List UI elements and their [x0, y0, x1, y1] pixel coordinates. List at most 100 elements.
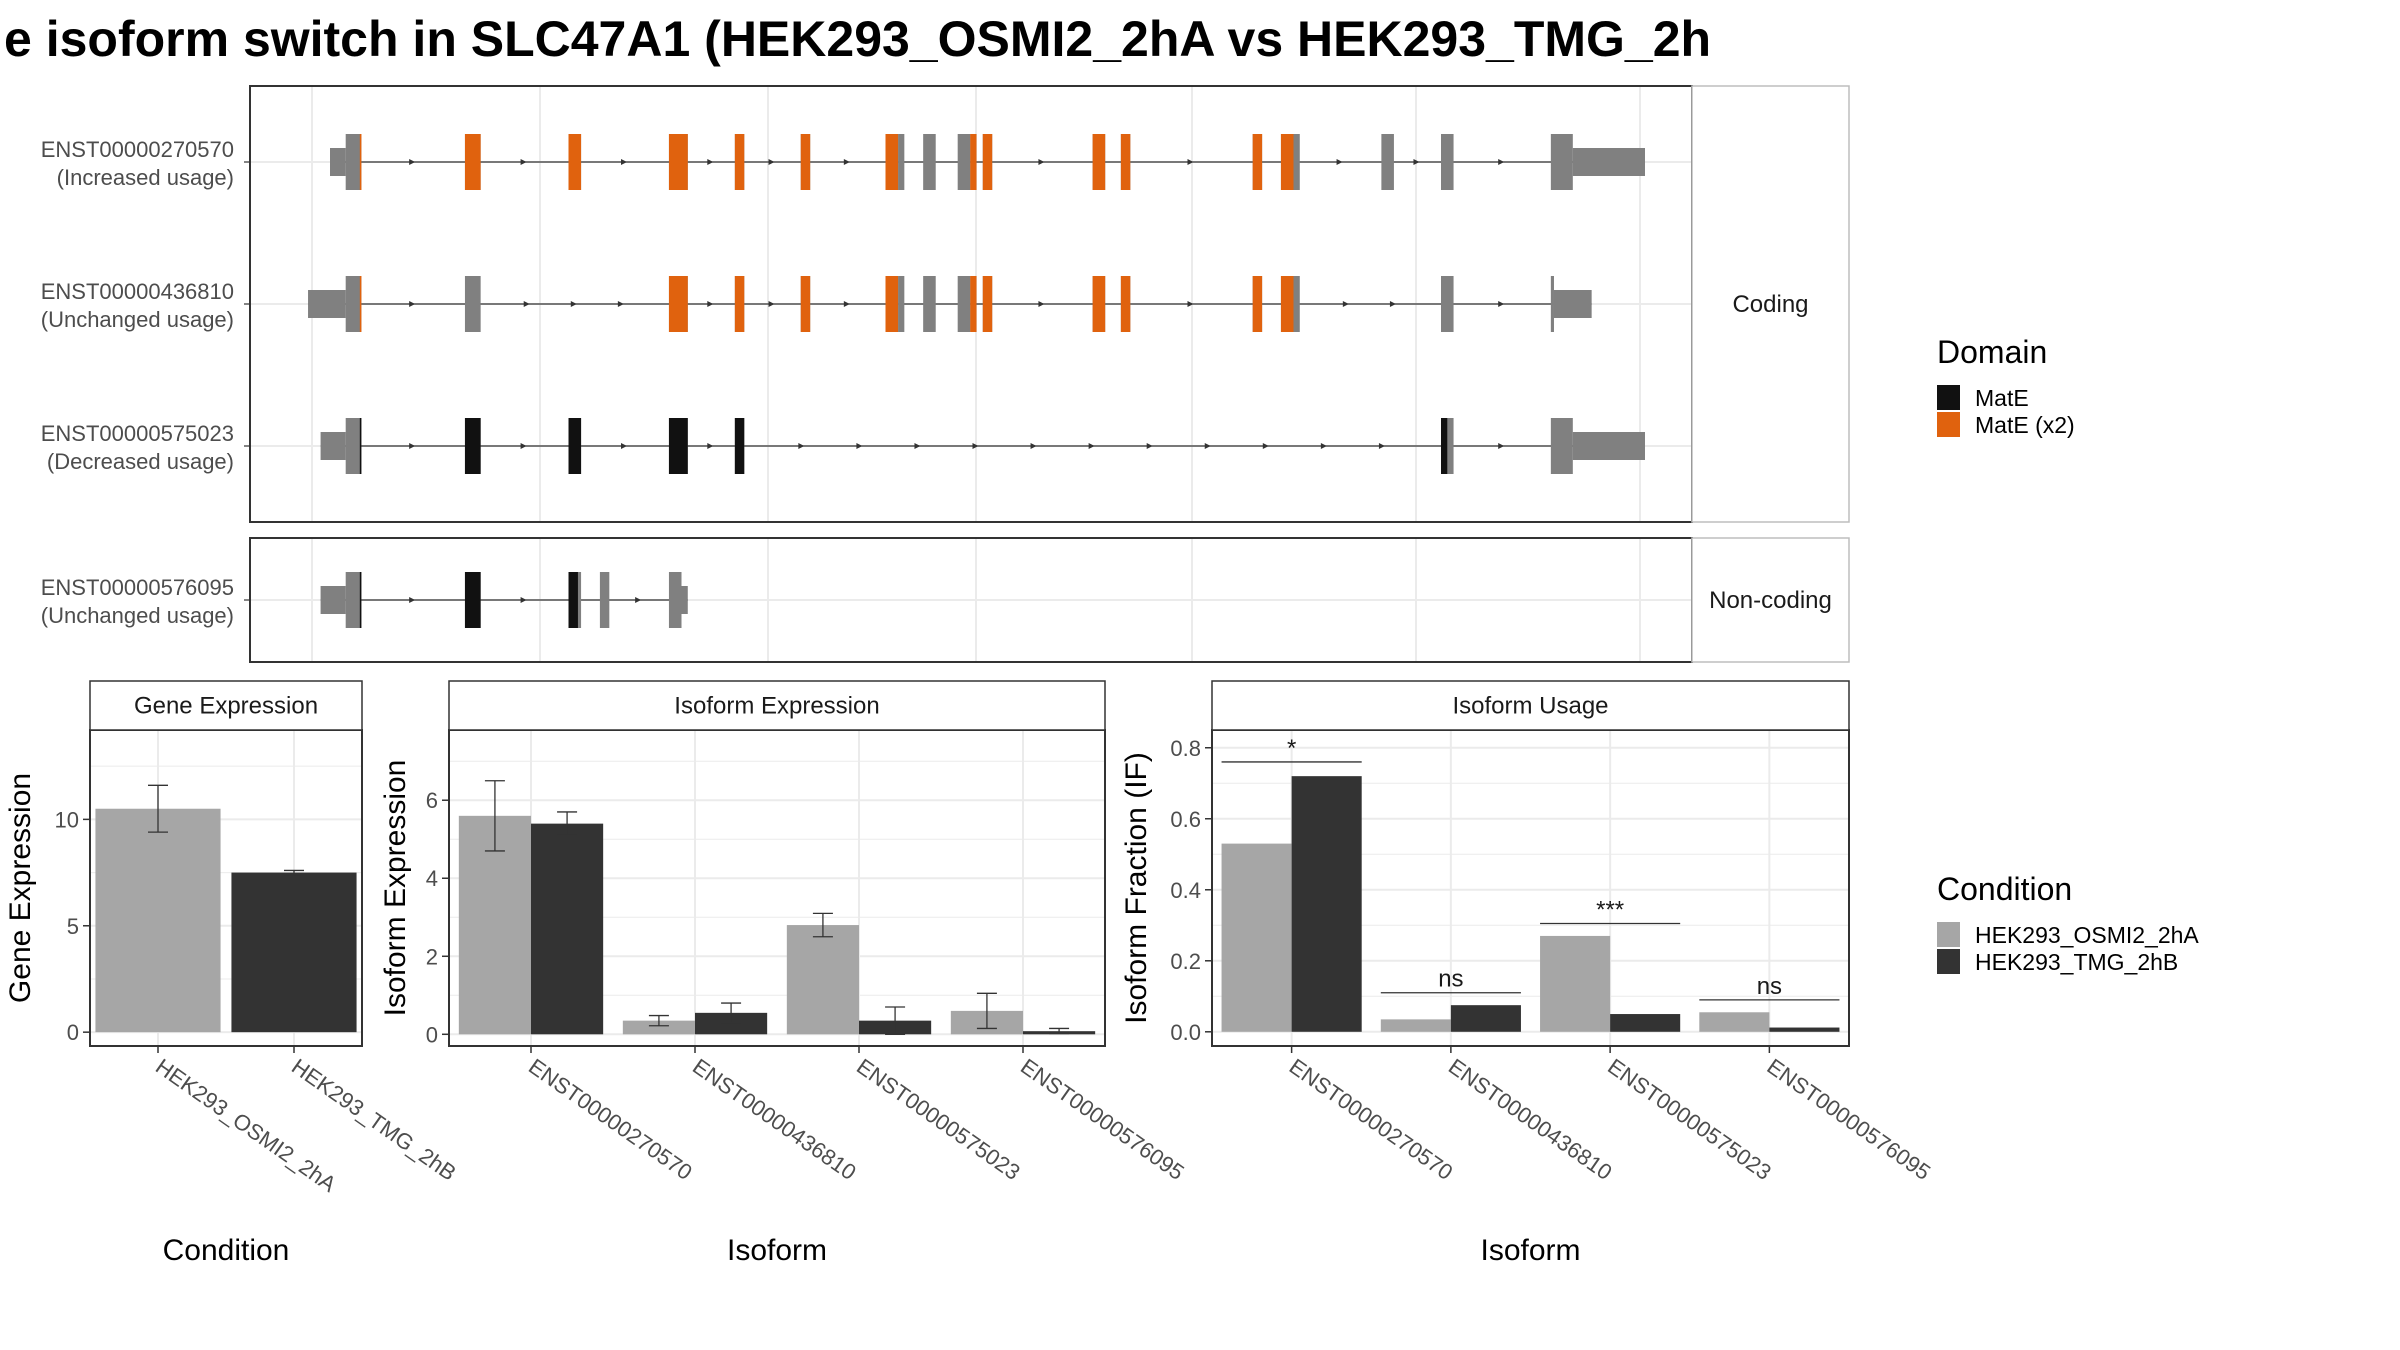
coding-exon — [923, 134, 936, 190]
y-axis-label: Isoform Fraction (IF) — [1120, 752, 1153, 1024]
mate-x2-domain — [464, 134, 481, 190]
bar-HEK293_TMG_2hB-ENST00000270570 — [531, 823, 604, 1035]
x-tick-label: ENST00000576095 — [1016, 1054, 1189, 1185]
intron-arrow — [409, 159, 416, 165]
transcript-ENST00000575023: ENST00000575023 (Decreased usage) — [41, 418, 1645, 474]
mate-domain — [464, 572, 481, 628]
y-tick-label: 0.4 — [1170, 878, 1201, 903]
facet-strip-label: Non-coding — [1709, 587, 1832, 614]
x-axis-label: Condition — [163, 1234, 290, 1267]
intron-arrow — [1389, 301, 1396, 307]
bar-HEK293_OSMI2_2hA-ENST00000270570 — [1221, 843, 1292, 1032]
bar-HEK293_TMG_2hB — [231, 872, 357, 1033]
intron-arrow — [768, 159, 775, 165]
coding-exon — [345, 572, 362, 628]
intron-arrow — [1498, 159, 1505, 165]
x-tick-label: ENST00000436810 — [1444, 1054, 1617, 1185]
significance-label: *** — [1596, 897, 1624, 924]
intron-arrow — [520, 443, 527, 449]
intron-arrow — [1498, 301, 1505, 307]
intron-arrow — [1038, 301, 1045, 307]
intron-arrow — [707, 301, 714, 307]
significance-label: ns — [1757, 973, 1782, 1000]
coding-exon — [898, 276, 905, 332]
y-tick-label: 0 — [426, 1022, 438, 1047]
transcript-id-label: ENST00000575023 — [41, 421, 234, 446]
coding-exon — [898, 134, 905, 190]
intron-arrow — [972, 443, 979, 449]
intron-arrow — [523, 301, 530, 307]
transcript-ENST00000270570: ENST00000270570 (Increased usage) — [41, 134, 1645, 190]
legend-title: Condition — [1937, 871, 2072, 907]
intron-arrow — [1320, 443, 1327, 449]
intron-arrow — [1187, 159, 1194, 165]
transcript-usage-label: (Unchanged usage) — [41, 603, 234, 628]
intron-arrow — [1038, 159, 1045, 165]
intron-arrow — [843, 159, 850, 165]
intron-arrow — [768, 301, 775, 307]
structure-panel-non-coding: ENST00000576095 (Unchanged usage) Non-codi… — [41, 537, 1850, 663]
utr-exon — [320, 432, 346, 460]
intron-arrow — [1204, 443, 1211, 449]
y-tick-label: 6 — [426, 788, 438, 813]
mate-x2-domain — [1120, 134, 1131, 190]
intron-arrow — [635, 597, 642, 603]
chart-isoform-usage: * ns *** ns Isoform Usage 0.0 0.2 0.4 0.6 0.8 ENST… — [1120, 680, 1935, 1267]
mate-x2-domain — [800, 134, 811, 190]
chart-title: Isoform Usage — [1452, 693, 1608, 720]
y-axis-label: Isoform Expression — [379, 760, 412, 1017]
mate-x2-domain — [970, 134, 977, 190]
mate-x2-domain — [734, 134, 745, 190]
bar-HEK293_TMG_2hB-ENST00000436810 — [1450, 1005, 1521, 1032]
y-tick-label: 4 — [426, 866, 438, 891]
utr-exon — [1572, 432, 1645, 460]
facet-strip — [1691, 85, 1850, 523]
mate-x2-domain — [1280, 276, 1294, 332]
mate-x2-domain — [734, 276, 745, 332]
intron-arrow — [1187, 301, 1194, 307]
y-tick-label: 2 — [426, 944, 438, 969]
utr-exon — [308, 290, 346, 318]
intron-arrow — [409, 443, 416, 449]
legend-swatch — [1937, 949, 1960, 974]
mate-x2-domain — [568, 134, 582, 190]
mate-x2-domain — [982, 134, 993, 190]
bar-HEK293_OSMI2_2hA-ENST00000575023 — [1540, 935, 1611, 1032]
y-tick-label: 0.8 — [1170, 736, 1201, 761]
bar-HEK293_OSMI2_2hA-ENST00000436810 — [622, 1020, 695, 1035]
chart-title: Isoform Expression — [674, 693, 879, 720]
intron-arrow — [621, 443, 628, 449]
transcript-ENST00000436810: ENST00000436810 (Unchanged usage) — [41, 276, 1592, 332]
coding-exon — [1381, 134, 1394, 190]
mate-x2-domain — [800, 276, 811, 332]
legend-label: HEK293_OSMI2_2hA — [1975, 922, 2199, 948]
x-tick-label: ENST00000575023 — [852, 1054, 1025, 1185]
intron-arrow — [1030, 443, 1037, 449]
transcript-id-label: ENST00000436810 — [41, 279, 234, 304]
mate-x2-domain — [885, 134, 899, 190]
mate-x2-domain — [668, 276, 688, 332]
intron-arrow — [1146, 443, 1153, 449]
intron-arrow — [707, 443, 714, 449]
intron-arrow — [707, 159, 714, 165]
intron-arrow — [520, 597, 527, 603]
x-tick-label: ENST00000575023 — [1603, 1054, 1776, 1185]
transcript-usage-label: (Decreased usage) — [47, 449, 234, 474]
y-tick-label: 10 — [55, 807, 79, 832]
bar-HEK293_OSMI2_2hA-ENST00000576095 — [1699, 1012, 1770, 1032]
y-tick-label: 0.0 — [1170, 1020, 1201, 1045]
intron-arrow — [1413, 159, 1420, 165]
coding-exon — [957, 134, 971, 190]
bar-HEK293_TMG_2hB-ENST00000270570 — [1291, 776, 1362, 1032]
utr-exon — [1553, 290, 1592, 318]
intron-arrow — [617, 301, 624, 307]
utr-exon — [330, 148, 346, 176]
y-tick-label: 0.2 — [1170, 949, 1201, 974]
utr-exon — [1572, 148, 1645, 176]
bar-HEK293_OSMI2_2hA-ENST00000270570 — [458, 815, 531, 1035]
mate-x2-domain — [1120, 276, 1131, 332]
mate-x2-domain — [1092, 276, 1106, 332]
